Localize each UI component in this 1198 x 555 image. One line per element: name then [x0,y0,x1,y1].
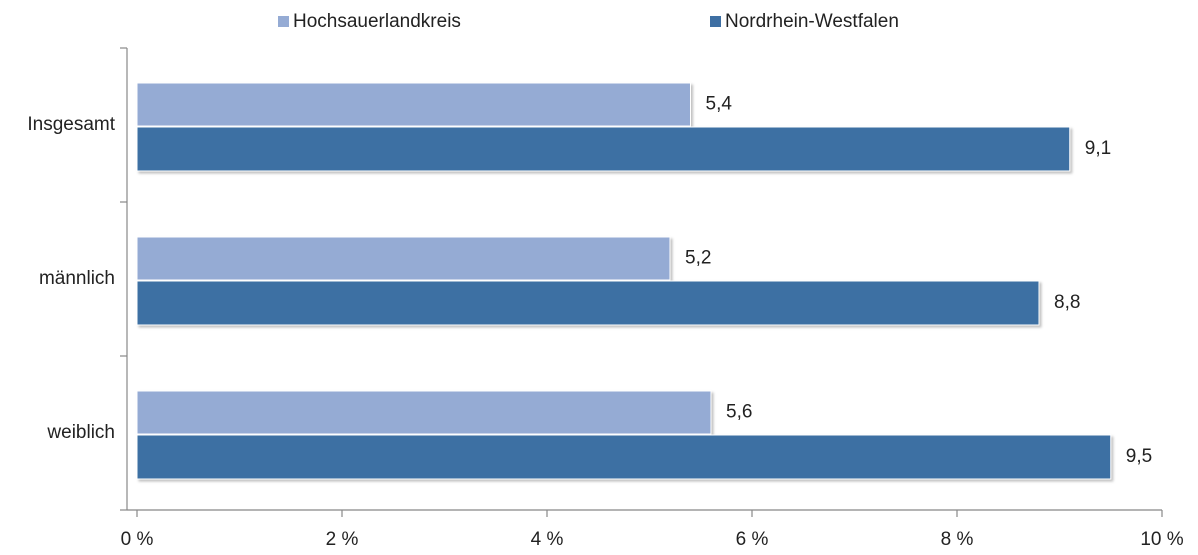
x-tick-label: 6 % [736,529,769,550]
data-label: 5,4 [706,94,733,115]
x-tick-label: 2 % [326,529,359,550]
data-label: 9,5 [1126,446,1152,467]
x-tick-label: 4 % [531,529,564,550]
data-label: 5,2 [685,248,711,269]
bar [136,434,1112,480]
data-label: 9,1 [1085,138,1111,159]
data-label: 8,8 [1054,292,1080,313]
x-tick-label: 8 % [941,529,974,550]
bar [136,236,671,281]
bar [136,126,1071,172]
legend-swatch [278,16,289,27]
data-label: 5,6 [726,402,752,423]
x-tick-label: 10 % [1140,529,1183,550]
y-tick-label: männlich [39,268,115,289]
y-tick-label: Insgesamt [27,114,115,135]
bar [136,390,712,435]
x-tick-label: 0 % [121,529,154,550]
legend-label: Hochsauerlandkreis [293,11,461,32]
bar [136,280,1040,326]
bar [136,82,691,127]
y-tick-label: weiblich [46,422,115,443]
legend-swatch [710,16,721,27]
legend-label: Nordrhein-Westfalen [725,11,899,32]
